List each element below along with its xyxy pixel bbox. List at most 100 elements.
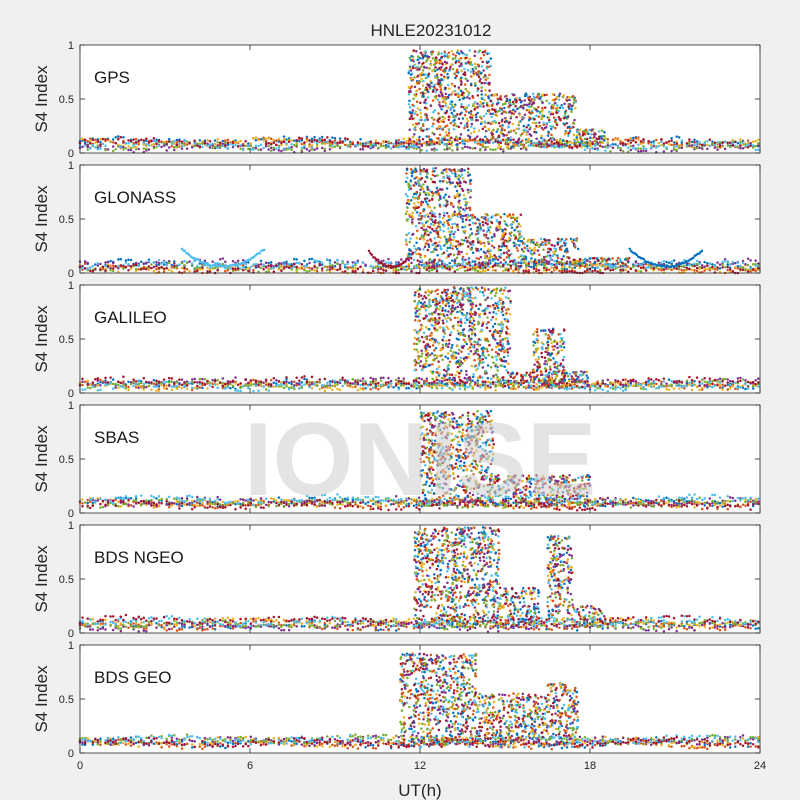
data-point xyxy=(660,261,663,264)
data-point xyxy=(465,110,468,113)
panel-label: GLONASS xyxy=(94,188,176,207)
data-point xyxy=(201,386,204,390)
data-point xyxy=(374,266,378,269)
data-point xyxy=(547,116,551,119)
data-point xyxy=(127,145,130,148)
data-point xyxy=(749,259,752,262)
data-point xyxy=(341,260,344,263)
data-point xyxy=(287,381,291,385)
data-point xyxy=(83,138,87,141)
data-point xyxy=(466,138,469,142)
data-point xyxy=(452,52,455,56)
data-point xyxy=(127,380,130,384)
data-point xyxy=(523,99,526,102)
data-point xyxy=(499,261,502,264)
data-point xyxy=(649,141,653,144)
data-point xyxy=(662,142,666,145)
data-point xyxy=(451,67,455,71)
data-point xyxy=(436,189,439,193)
data-point xyxy=(629,137,633,140)
data-point xyxy=(530,253,534,256)
data-point xyxy=(491,141,495,145)
data-point xyxy=(739,138,742,141)
data-point xyxy=(481,145,485,148)
data-point xyxy=(196,142,199,145)
data-point xyxy=(447,55,451,58)
data-point xyxy=(482,105,485,108)
data-point xyxy=(621,261,624,265)
data-point xyxy=(364,145,367,148)
data-point xyxy=(257,270,260,273)
data-point xyxy=(597,130,601,133)
data-point xyxy=(244,267,247,271)
data-point xyxy=(538,97,541,100)
data-point xyxy=(119,136,123,139)
data-point xyxy=(450,49,453,53)
data-point xyxy=(442,204,446,207)
data-point xyxy=(503,212,506,216)
data-point xyxy=(476,102,479,106)
data-point xyxy=(467,191,470,194)
data-point xyxy=(433,248,436,251)
data-point xyxy=(231,140,235,144)
data-point xyxy=(562,122,566,125)
data-point xyxy=(436,75,439,79)
data-point xyxy=(496,141,500,144)
data-point xyxy=(507,249,511,252)
data-point xyxy=(117,144,120,148)
data-point xyxy=(581,130,585,134)
data-point xyxy=(533,118,536,121)
data-point xyxy=(516,225,519,228)
data-point xyxy=(96,139,100,143)
data-point xyxy=(575,134,579,137)
data-point xyxy=(672,141,676,144)
data-point xyxy=(433,181,437,184)
data-point xyxy=(411,141,414,144)
data-point xyxy=(541,93,544,96)
data-point xyxy=(449,226,453,229)
data-point xyxy=(549,137,552,140)
data-point xyxy=(436,253,439,257)
data-point xyxy=(487,52,491,55)
data-point xyxy=(420,263,423,267)
data-point xyxy=(259,143,263,147)
data-point xyxy=(505,120,508,123)
data-point xyxy=(313,135,316,139)
data-point xyxy=(548,247,552,251)
data-point xyxy=(448,230,451,233)
data-point xyxy=(426,185,429,189)
data-point xyxy=(409,73,413,76)
data-point xyxy=(723,140,727,144)
data-point xyxy=(431,214,435,218)
data-point xyxy=(541,109,544,112)
data-point xyxy=(490,236,494,239)
data-point xyxy=(547,130,550,133)
data-point xyxy=(596,270,599,273)
data-point xyxy=(570,146,574,149)
data-point xyxy=(463,67,466,71)
data-point xyxy=(757,138,760,142)
data-point xyxy=(433,142,436,146)
data-point xyxy=(423,180,427,183)
data-point xyxy=(463,239,466,242)
data-point xyxy=(417,252,421,256)
data-point xyxy=(606,146,610,149)
data-point xyxy=(419,256,422,259)
data-point xyxy=(429,238,432,241)
data-point xyxy=(432,122,435,126)
data-point xyxy=(466,240,469,243)
data-point xyxy=(553,120,557,123)
data-point xyxy=(295,138,298,142)
data-point xyxy=(507,256,511,260)
data-point xyxy=(553,253,556,256)
data-point xyxy=(499,98,503,101)
data-point xyxy=(647,266,650,269)
data-point xyxy=(295,268,298,271)
data-point xyxy=(675,148,678,152)
data-point xyxy=(466,216,469,219)
data-point xyxy=(473,54,476,58)
data-point xyxy=(530,142,533,146)
data-point xyxy=(677,146,681,149)
data-point xyxy=(139,138,143,141)
data-point xyxy=(94,141,97,144)
